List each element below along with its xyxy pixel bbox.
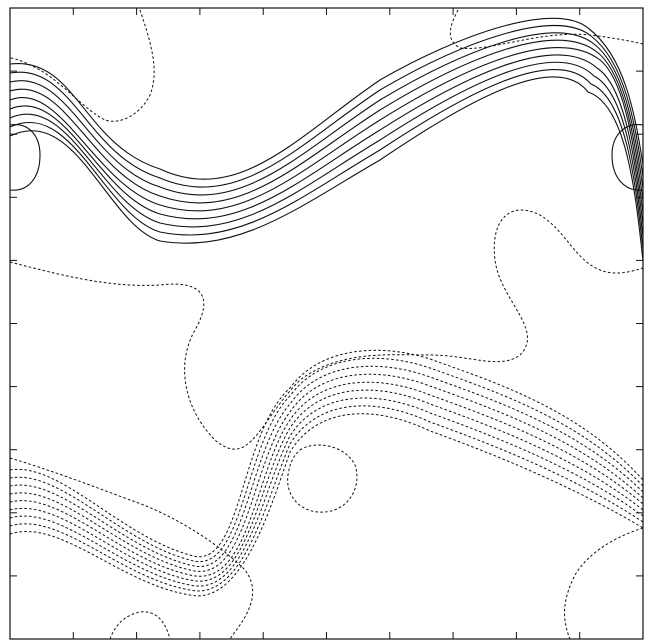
negative-contour-level: [9, 381, 644, 577]
positive-contour-level: [9, 17, 644, 180]
positive-contour-level: [9, 54, 644, 226]
negative-core-center: [287, 444, 358, 513]
negative-contour-level: [9, 389, 644, 582]
zero-contour-top-right-lobe: [449, 9, 644, 49]
zero-level-contours: [9, 9, 644, 640]
axis-ticks: [10, 8, 643, 639]
positive-contour-level: [9, 39, 644, 204]
negative-contour-level: [9, 397, 644, 587]
vortex-cores: [9, 124, 644, 513]
plot-frame: [9, 7, 644, 640]
positive-contour-level: [9, 32, 644, 196]
negative-contour-level: [9, 365, 644, 568]
positive-vortex-solid-contours: [9, 17, 644, 262]
negative-vortex-dashed-contours: [9, 349, 644, 597]
positive-contour-level: [9, 47, 644, 214]
negative-contour-level: [9, 413, 644, 597]
zero-contour-bottom-right: [564, 527, 644, 640]
positive-contour-level: [9, 25, 644, 188]
negative-contour-level: [9, 357, 644, 563]
negative-contour-level: [9, 405, 644, 592]
negative-contour-level: [9, 373, 644, 572]
zero-contour-center-band: [9, 209, 644, 450]
negative-contour-level: [9, 349, 644, 558]
positive-contour-level: [9, 76, 644, 262]
positive-contour-level: [9, 61, 644, 238]
positive-core-left: [9, 124, 41, 191]
zero-contour-bottom-left-small: [109, 611, 171, 640]
positive-contour-level: [9, 69, 644, 250]
positive-core-right: [611, 124, 644, 191]
